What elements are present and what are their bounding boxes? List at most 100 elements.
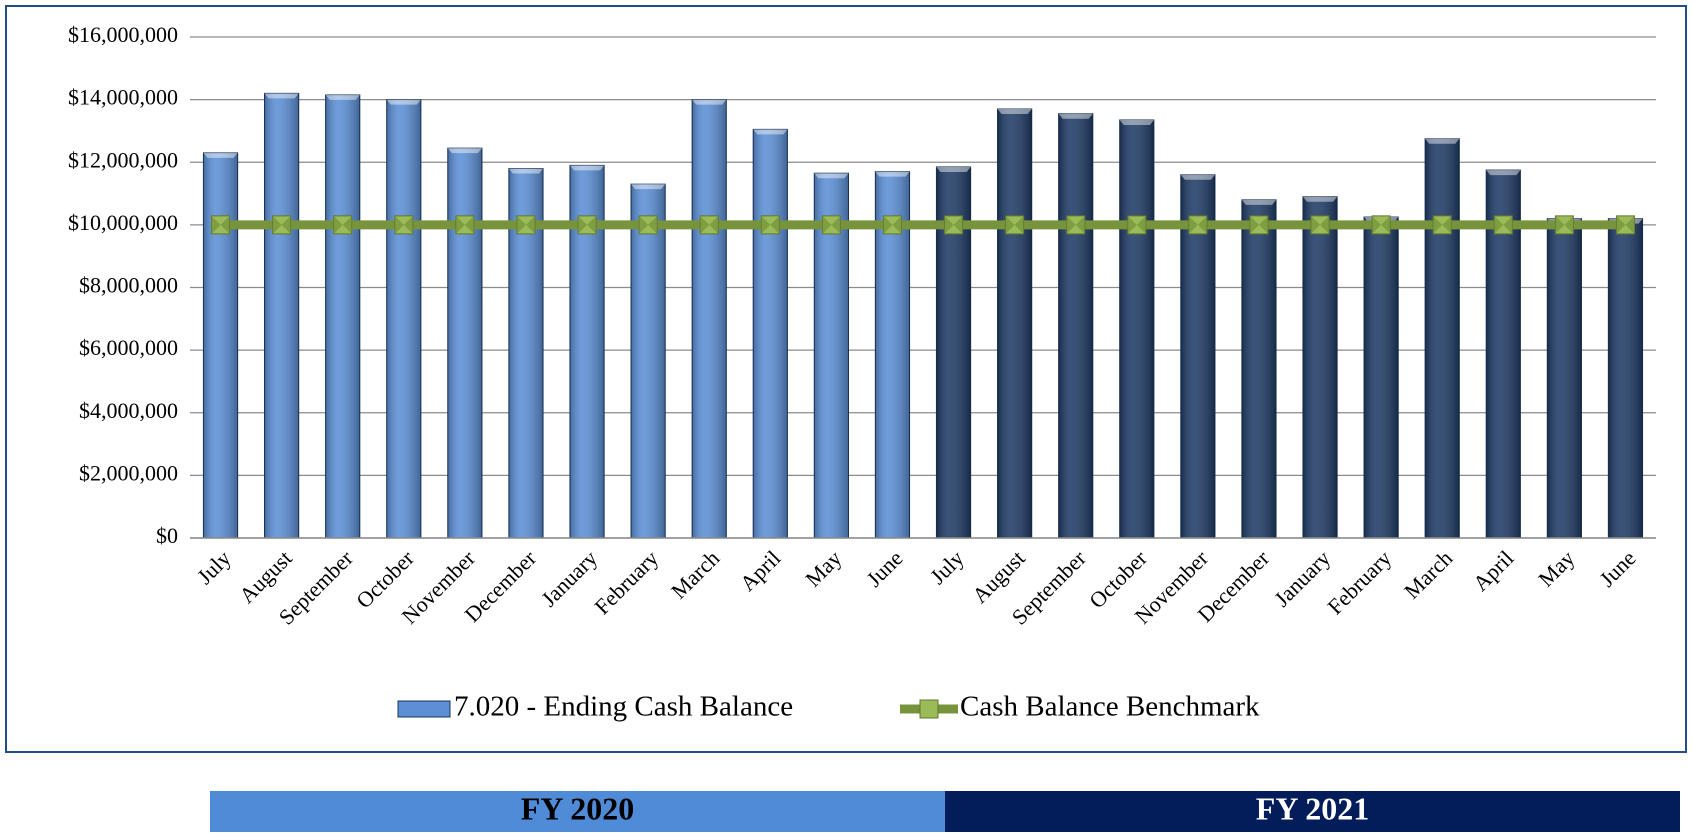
legend-item: Cash Balance Benchmark [900, 691, 1260, 723]
x-tick-label: June [861, 545, 907, 591]
y-tick-label: $8,000,000 [79, 273, 178, 298]
marker-shade [578, 215, 597, 234]
bar-cap [264, 93, 299, 99]
marker-shade [1066, 215, 1085, 234]
bar-shine [325, 94, 360, 538]
bar-cap [814, 173, 849, 179]
bar [508, 168, 544, 539]
bar-cap [692, 99, 727, 105]
marker-shade [1188, 215, 1207, 234]
line-marker [882, 215, 902, 235]
bar [1363, 216, 1399, 539]
bar-shine [203, 152, 238, 538]
bar [447, 147, 483, 539]
bar-cap [1180, 174, 1215, 180]
bar-shine [1547, 218, 1582, 539]
x-tick-label: February [1322, 545, 1396, 619]
y-tick-label: $16,000,000 [68, 22, 178, 47]
line-marker [699, 215, 719, 235]
y-tick-label: $12,000,000 [68, 147, 178, 172]
marker-shade [822, 215, 841, 234]
y-tick-label: $2,000,000 [79, 460, 178, 485]
marker-shade [272, 215, 291, 234]
bar-cap [569, 165, 605, 171]
marker-shade [1616, 215, 1635, 234]
x-tick-label: April [1468, 545, 1519, 596]
marker-shade [1555, 215, 1574, 234]
y-tick-label: $4,000,000 [79, 398, 178, 423]
line-marker [211, 215, 231, 235]
bar [1546, 218, 1582, 539]
legend-marker [919, 699, 939, 719]
bar-shine [264, 93, 299, 539]
marker-shade [394, 215, 413, 234]
x-tick-label: March [666, 545, 724, 603]
bar [691, 99, 727, 539]
line-marker [944, 215, 964, 235]
bar [325, 94, 361, 539]
x-tick-label: July [192, 545, 236, 589]
y-tick-label: $6,000,000 [79, 335, 178, 360]
fiscal-year-label: FY 2021 [1256, 790, 1369, 826]
bar-shine [386, 99, 421, 538]
y-tick-label: $0 [156, 523, 178, 548]
marker-shade [1494, 215, 1513, 234]
line-marker [1005, 215, 1025, 235]
bar [630, 183, 666, 539]
line-marker [1188, 215, 1208, 235]
legend-swatch [397, 700, 451, 718]
marker-shade [1127, 215, 1146, 234]
y-tick-label: $10,000,000 [68, 210, 178, 235]
bar-shine [1180, 174, 1215, 538]
line-marker [516, 215, 536, 235]
bar-shine [753, 129, 788, 538]
bar-cap [1119, 119, 1154, 125]
marker-shade [455, 215, 474, 234]
legend-item: 7.020 - Ending Cash Balance [397, 691, 793, 723]
line-marker [1310, 215, 1330, 235]
bar [1058, 113, 1094, 539]
line-marker [821, 215, 841, 235]
line-marker [1554, 215, 1574, 235]
line-marker [333, 215, 353, 235]
bar-shine [1058, 113, 1093, 538]
bar-cap [1486, 170, 1521, 176]
bar-shine [1608, 218, 1643, 539]
x-tick-label: June [1594, 545, 1640, 591]
bar-cap [325, 94, 360, 100]
bar-shine [1425, 138, 1460, 538]
bar-shine [447, 148, 482, 539]
line-marker [577, 215, 597, 235]
line-marker [455, 215, 475, 235]
marker-shade [1311, 215, 1330, 234]
marker-shade [211, 215, 230, 234]
line-marker [1615, 215, 1635, 235]
line-marker [1066, 215, 1086, 235]
bar [264, 92, 300, 539]
fiscal-year-band [945, 791, 1680, 832]
legend-label: Cash Balance Benchmark [960, 691, 1260, 723]
fiscal-year-label: FY 2020 [521, 790, 634, 826]
bar [386, 99, 422, 539]
bar-cap [631, 184, 666, 190]
bar [1485, 169, 1521, 539]
bar-cap [1425, 138, 1460, 144]
x-tick-label: February [589, 545, 663, 619]
marker-shade [1372, 215, 1391, 234]
bar-shine [1241, 199, 1277, 538]
line-marker [760, 215, 780, 235]
bar-shine [1119, 119, 1154, 539]
bar [1424, 138, 1460, 539]
bar [1607, 218, 1644, 539]
x-tick-label: May [1533, 545, 1579, 591]
marker-shade [700, 215, 719, 234]
line-marker [394, 215, 414, 235]
bar-cap [1302, 196, 1338, 202]
marker-shade [883, 215, 902, 234]
x-tick-label: July [925, 545, 969, 589]
bar-cap [753, 129, 788, 135]
bar [1180, 174, 1216, 539]
marker-shade [333, 215, 352, 234]
line-marker [638, 215, 658, 235]
